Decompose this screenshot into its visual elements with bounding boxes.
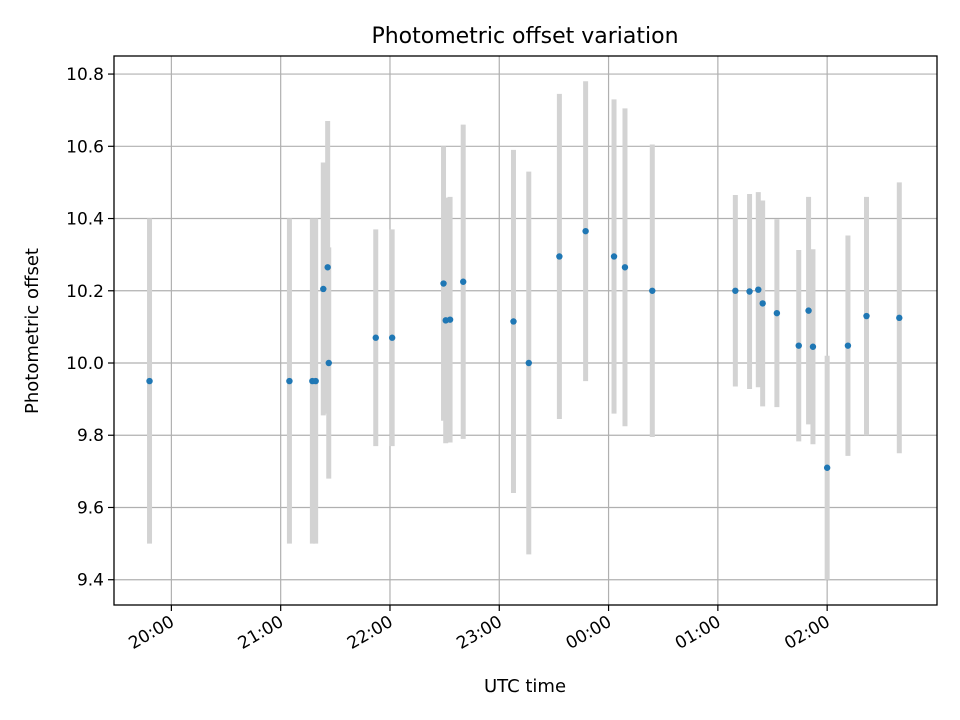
data-point xyxy=(372,334,379,341)
y-tick-label: 10.6 xyxy=(66,137,104,157)
chart-title: Photometric offset variation xyxy=(371,24,678,49)
data-point xyxy=(759,300,766,307)
plot-frame xyxy=(113,55,938,606)
y-tick-label: 10.0 xyxy=(66,354,104,374)
data-point xyxy=(525,359,532,367)
data-point xyxy=(844,342,852,349)
data-point xyxy=(732,287,739,294)
data-point xyxy=(582,227,589,235)
data-point xyxy=(324,264,331,271)
data-point xyxy=(510,318,517,325)
data-point xyxy=(460,278,467,285)
data-point xyxy=(805,307,812,314)
grid xyxy=(114,56,937,605)
y-tick-label: 10.4 xyxy=(66,210,104,230)
data-point xyxy=(440,280,447,287)
y-tick-label: 9.4 xyxy=(77,571,104,591)
data-point xyxy=(325,359,332,367)
y-axis: 9.4 9.6 9.8 10.0 10.2 10.4 10.6 10.8 xyxy=(66,65,114,591)
data-point xyxy=(621,264,629,271)
y-tick-label: 9.6 xyxy=(77,498,104,518)
data-point xyxy=(388,334,396,341)
data-point xyxy=(556,253,563,260)
data-point xyxy=(773,309,781,317)
data-point xyxy=(286,377,293,385)
data-point xyxy=(795,342,802,349)
data-point xyxy=(146,377,153,385)
data-point xyxy=(610,253,618,260)
x-axis-label: UTC time xyxy=(484,676,566,697)
y-tick-label: 10.2 xyxy=(66,282,104,302)
data-point xyxy=(896,314,903,322)
data-point xyxy=(312,377,319,385)
y-axis-label: Photometric offset xyxy=(22,248,43,414)
data-point xyxy=(649,287,656,294)
data-point xyxy=(809,343,817,350)
y-tick-label: 9.8 xyxy=(77,426,104,446)
data-point xyxy=(320,285,327,293)
y-tick-label: 10.8 xyxy=(66,65,104,85)
data-point xyxy=(823,464,831,471)
data-points xyxy=(146,227,903,471)
data-point xyxy=(755,286,762,293)
data-point xyxy=(863,312,870,320)
data-point xyxy=(446,316,454,323)
data-point xyxy=(746,288,753,295)
